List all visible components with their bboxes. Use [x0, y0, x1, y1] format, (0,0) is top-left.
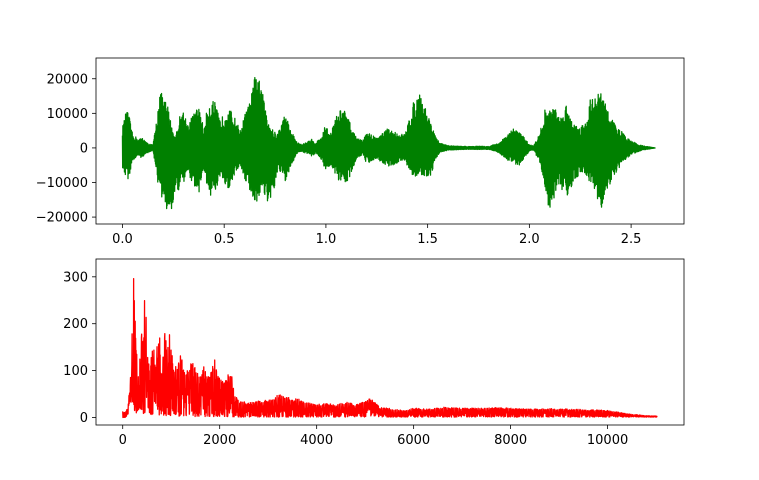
waveform-series — [121, 77, 656, 210]
series-line — [121, 77, 656, 210]
x-tick-label: 2000 — [203, 433, 236, 448]
x-tick-label: 0.0 — [112, 232, 133, 247]
series-line — [122, 277, 658, 419]
spectrum-y-axis: 0 100 200 300 — [63, 270, 96, 426]
waveform-y-axis: −20000 −10000 0 10000 20000 — [36, 72, 96, 226]
y-tick-label: 300 — [63, 270, 88, 285]
spectrum-series — [122, 277, 658, 419]
x-tick-label: 2.5 — [621, 232, 642, 247]
x-tick-label: 8000 — [494, 433, 527, 448]
x-tick-label: 10000 — [587, 433, 628, 448]
spectrum-x-axis: 0 2000 4000 6000 8000 10000 — [119, 425, 628, 448]
x-tick-label: 2.0 — [519, 232, 540, 247]
waveform-plot-frame — [95, 57, 685, 225]
top-chart-waveform: 0.0 0.5 1.0 1.5 2.0 2.5 −20000 −10000 0 10000 200… — [36, 57, 685, 247]
y-tick-label: 100 — [63, 364, 88, 379]
y-tick-label: 0 — [80, 411, 88, 426]
x-tick-label: 1.0 — [316, 232, 337, 247]
x-tick-label: 1.5 — [417, 232, 438, 247]
spectrum-plot-frame — [95, 258, 685, 426]
y-tick-label: −10000 — [36, 176, 88, 191]
y-tick-label: 20000 — [47, 72, 88, 87]
y-tick-label: 0 — [80, 141, 88, 156]
waveform-x-axis: 0.0 0.5 1.0 1.5 2.0 2.5 — [112, 224, 641, 247]
y-tick-label: 200 — [63, 317, 88, 332]
x-tick-label: 0 — [119, 433, 127, 448]
bottom-chart-spectrum: 0 2000 4000 6000 8000 10000 0 100 200 300 — [63, 258, 685, 448]
x-tick-label: 0.5 — [214, 232, 235, 247]
x-tick-label: 6000 — [397, 433, 430, 448]
y-tick-label: 10000 — [47, 107, 88, 122]
x-tick-label: 4000 — [300, 433, 333, 448]
y-tick-label: −20000 — [36, 211, 88, 226]
